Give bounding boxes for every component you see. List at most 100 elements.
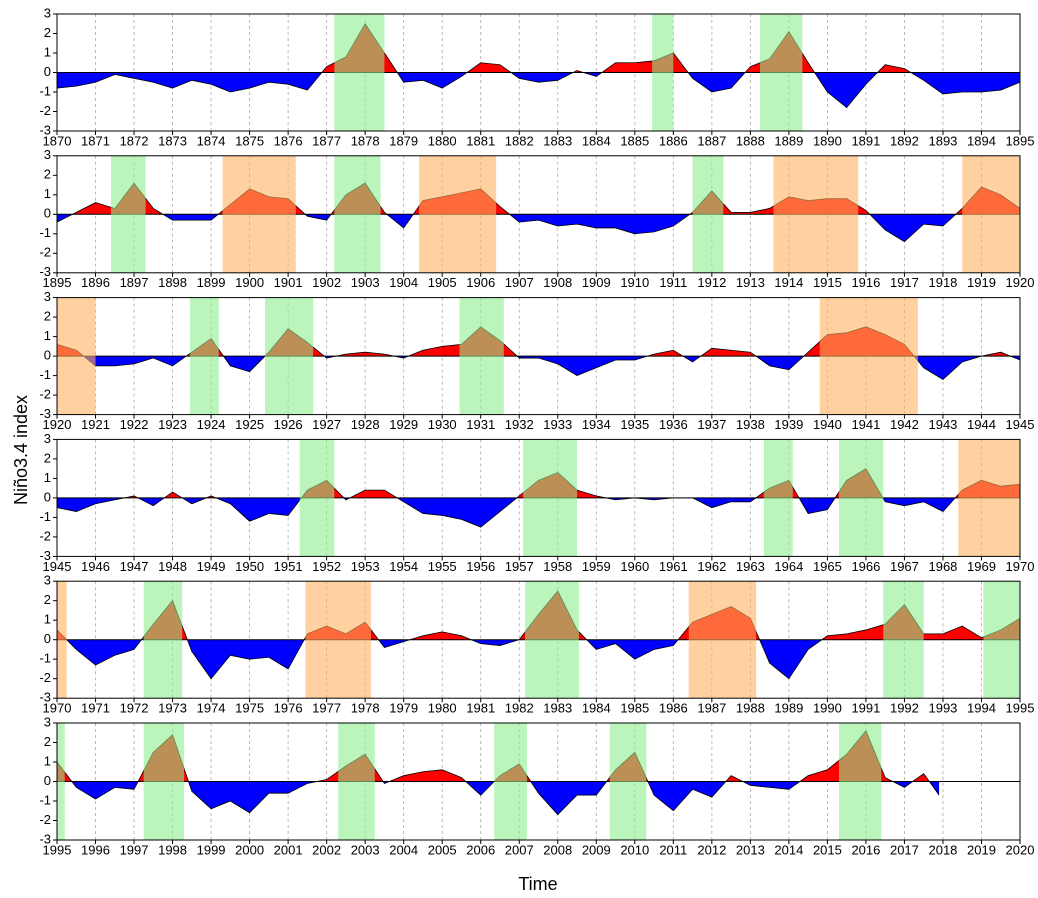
x-tick-label: 1937 [697, 417, 726, 432]
x-tick-label: 1895 [1006, 133, 1035, 148]
y-tick-label: -3 [39, 831, 51, 846]
y-tick-label: 2 [44, 309, 51, 324]
x-tick-label: 1920 [43, 417, 72, 432]
x-tick-label: 1923 [158, 417, 187, 432]
x-tick-label: 1880 [428, 133, 457, 148]
x-tick-label: 2003 [351, 842, 380, 857]
x-tick-label: 1878 [351, 133, 380, 148]
x-tick-label: 1897 [120, 275, 149, 290]
event-span [883, 581, 924, 699]
x-tick-label: 1870 [43, 133, 72, 148]
event-span [494, 723, 527, 840]
x-tick-label: 1900 [235, 275, 264, 290]
x-tick-label: 1969 [967, 559, 996, 574]
y-tick-label: -2 [39, 670, 51, 685]
x-tick-label: 1972 [120, 701, 149, 716]
x-tick-label: 1874 [197, 133, 226, 148]
x-tick-label: 1997 [120, 842, 149, 857]
x-tick-label: 1962 [697, 559, 726, 574]
x-tick-label: 1921 [81, 417, 110, 432]
x-tick-label: 1982 [505, 701, 534, 716]
x-tick-label: 1898 [158, 275, 187, 290]
x-tick-label: 1885 [620, 133, 649, 148]
x-tick-label: 1933 [543, 417, 572, 432]
y-tick-label: 1 [44, 44, 51, 59]
event-span [609, 723, 647, 840]
y-tick-label: 3 [44, 714, 51, 729]
x-tick-label: 1917 [890, 275, 919, 290]
x-tick-label: 1932 [505, 417, 534, 432]
x-tick-label: 1953 [351, 559, 380, 574]
x-tick-label: 1911 [659, 275, 687, 290]
x-tick-label: 1967 [890, 559, 919, 574]
x-tick-label: 1978 [351, 701, 380, 716]
x-tick-label: 1987 [697, 701, 726, 716]
x-tick-label: 2000 [235, 842, 264, 857]
x-tick-label: 1964 [774, 559, 803, 574]
x-tick-label: 1984 [582, 701, 611, 716]
x-tick-label: 1996 [81, 842, 110, 857]
x-tick-label: 2005 [428, 842, 457, 857]
plot-frame [56, 13, 1021, 132]
x-tick-label: 1915 [813, 275, 842, 290]
x-tick-label: 2006 [466, 842, 495, 857]
event-span [459, 297, 504, 415]
x-tick-label: 1986 [659, 701, 688, 716]
x-tick-label: 1966 [851, 559, 880, 574]
x-tick-label: 1998 [158, 842, 187, 857]
x-tick-label: 1977 [312, 701, 341, 716]
y-tick-label: 3 [44, 147, 51, 162]
panel: 1970 1971 1972 1973 1974 1975 1976 1977 1978 1979… [39, 573, 1034, 716]
x-tick-label: 1910 [620, 275, 649, 290]
x-tick-label: 1894 [967, 133, 996, 148]
x-tick-label: 2008 [543, 842, 572, 857]
x-tick-label: 1961 [659, 559, 688, 574]
y-tick-label: -2 [39, 103, 51, 118]
event-span [692, 155, 724, 273]
plot-frame [56, 580, 1021, 699]
y-tick-label: -1 [39, 651, 51, 666]
x-tick-label: 1920 [1006, 275, 1035, 290]
y-tick-label: 2 [44, 167, 51, 182]
x-tick-label: 2002 [312, 842, 341, 857]
x-tick-label: 1991 [851, 701, 880, 716]
x-tick-label: 1931 [466, 417, 495, 432]
x-axis-label: Time [518, 874, 557, 894]
panel: 1945 1946 1947 1948 1949 1950 1951 1952 1953 1954… [39, 431, 1034, 574]
x-tick-label: 1989 [774, 701, 803, 716]
x-tick-label: 1979 [389, 701, 418, 716]
x-tick-label: 1965 [813, 559, 842, 574]
x-tick-label: 1877 [312, 133, 341, 148]
x-tick-label: 1919 [967, 275, 996, 290]
x-tick-label: 1929 [389, 417, 418, 432]
x-tick-label: 1995 [1006, 701, 1035, 716]
x-tick-label: 1916 [851, 275, 880, 290]
x-tick-label: 1912 [697, 275, 726, 290]
panel: 1870 1871 1872 1873 1874 1875 1876 1877 1878 1879… [39, 5, 1034, 148]
x-tick-label: 1974 [197, 701, 226, 716]
x-tick-label: 1899 [197, 275, 226, 290]
x-tick-label: 1893 [928, 133, 957, 148]
x-tick-label: 1999 [197, 842, 226, 857]
event-span [523, 439, 578, 557]
negative-area [66, 639, 822, 679]
x-tick-label: 1891 [851, 133, 880, 148]
x-tick-label: 1994 [967, 701, 996, 716]
x-tick-label: 1927 [312, 417, 341, 432]
event-span [334, 14, 385, 131]
x-tick-label: 1941 [851, 417, 880, 432]
panel: 1895 1896 1897 1898 1899 1900 1901 1902 1903 1904… [39, 147, 1034, 290]
panel: 1995 1996 1997 1998 1999 2000 2001 2002 2003 2004… [39, 714, 1034, 857]
y-tick-label: -3 [39, 690, 51, 705]
x-tick-label: 1960 [620, 559, 649, 574]
y-tick-label: -1 [39, 83, 51, 98]
x-tick-label: 1890 [813, 133, 842, 148]
y-tick-label: 0 [44, 489, 51, 504]
x-tick-label: 1871 [81, 133, 110, 148]
x-tick-label: 1944 [967, 417, 996, 432]
y-tick-label: -3 [39, 264, 51, 279]
x-tick-label: 2016 [851, 842, 880, 857]
negative-area [83, 356, 1020, 380]
y-tick-label: 1 [44, 186, 51, 201]
x-tick-label: 1992 [890, 701, 919, 716]
